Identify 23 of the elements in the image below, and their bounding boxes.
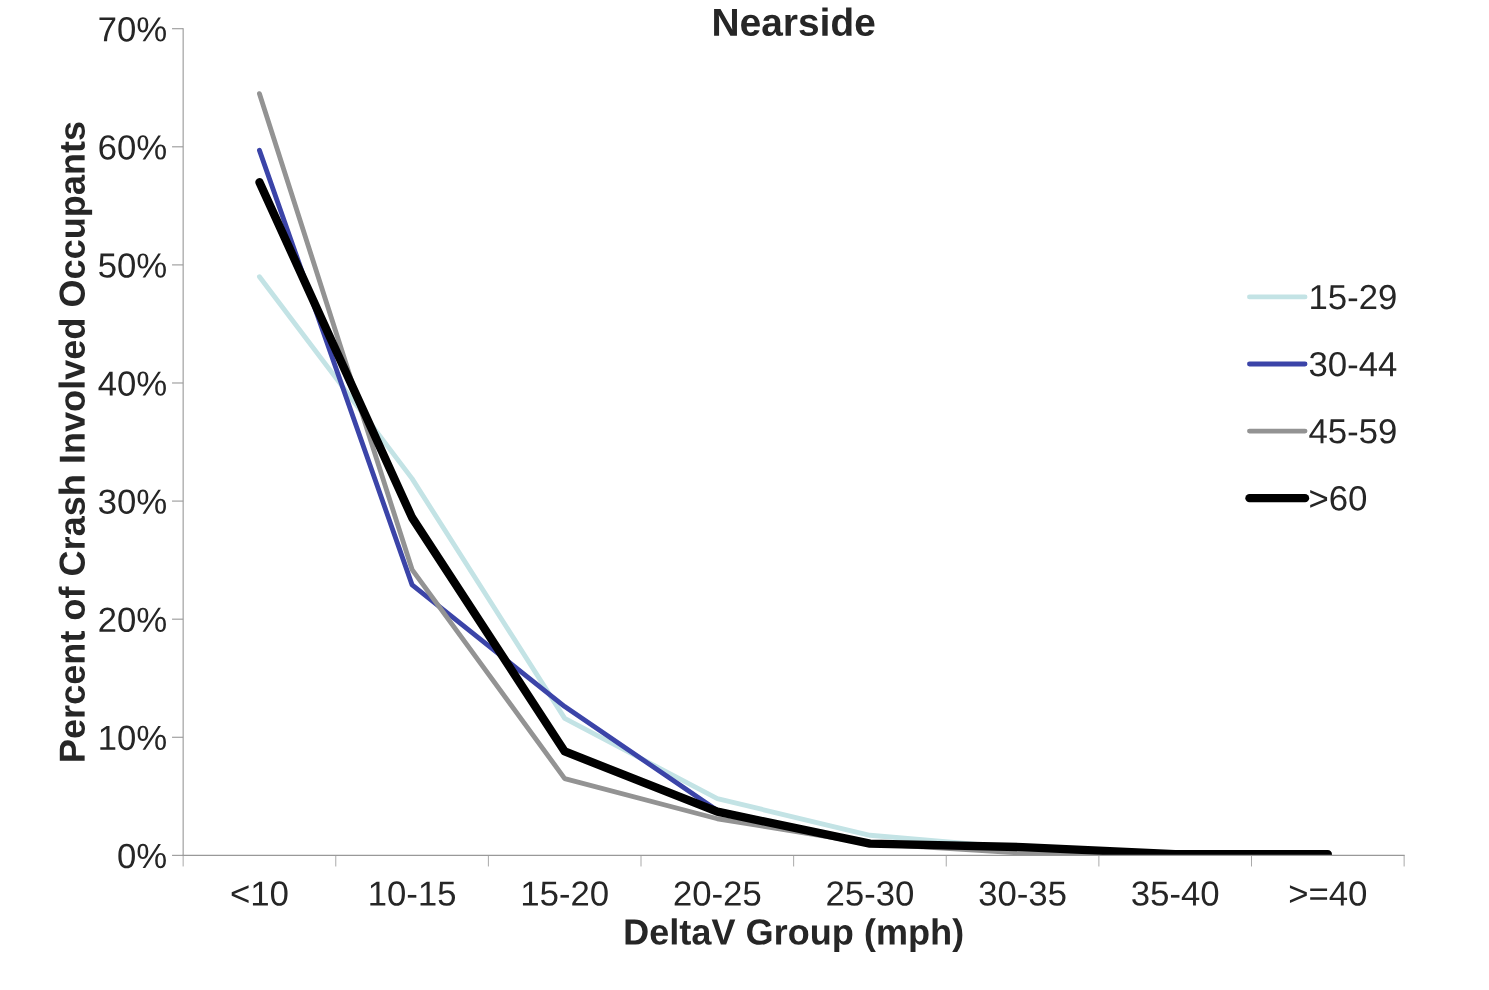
y-tick-label: 70% (99, 17, 166, 42)
legend-label: 15-29 (1311, 284, 1396, 310)
y-tick-label: 60% (99, 135, 166, 160)
x-tick-label: 30-35 (979, 881, 1066, 906)
chart-title: Nearside (714, 7, 875, 37)
x-tick-label: 10-15 (370, 881, 456, 906)
y-tick-label: 20% (99, 607, 166, 633)
y-axis-title: Percent of Crash Involved Occupants (58, 122, 93, 761)
y-tick-label: 40% (98, 371, 166, 396)
y-tick-label: 50% (99, 253, 166, 278)
x-tick-label: 15-20 (522, 881, 608, 906)
x-tick-label: <10 (231, 881, 288, 906)
legend-label: 30-44 (1309, 351, 1397, 377)
x-tick-label: >=40 (1289, 881, 1367, 906)
legend-label: >60 (1310, 486, 1367, 511)
y-tick-label: 0% (118, 843, 166, 869)
y-tick-label: 30% (99, 489, 166, 514)
x-tick-label: 25-30 (827, 881, 913, 906)
x-tick-label: 35-40 (1132, 881, 1219, 906)
x-tick-label: 20-25 (674, 881, 761, 906)
legend-label: 45-59 (1309, 418, 1396, 444)
y-tick-label: 10% (100, 725, 166, 751)
x-axis-title: DeltaV Group (mph) (625, 918, 963, 952)
